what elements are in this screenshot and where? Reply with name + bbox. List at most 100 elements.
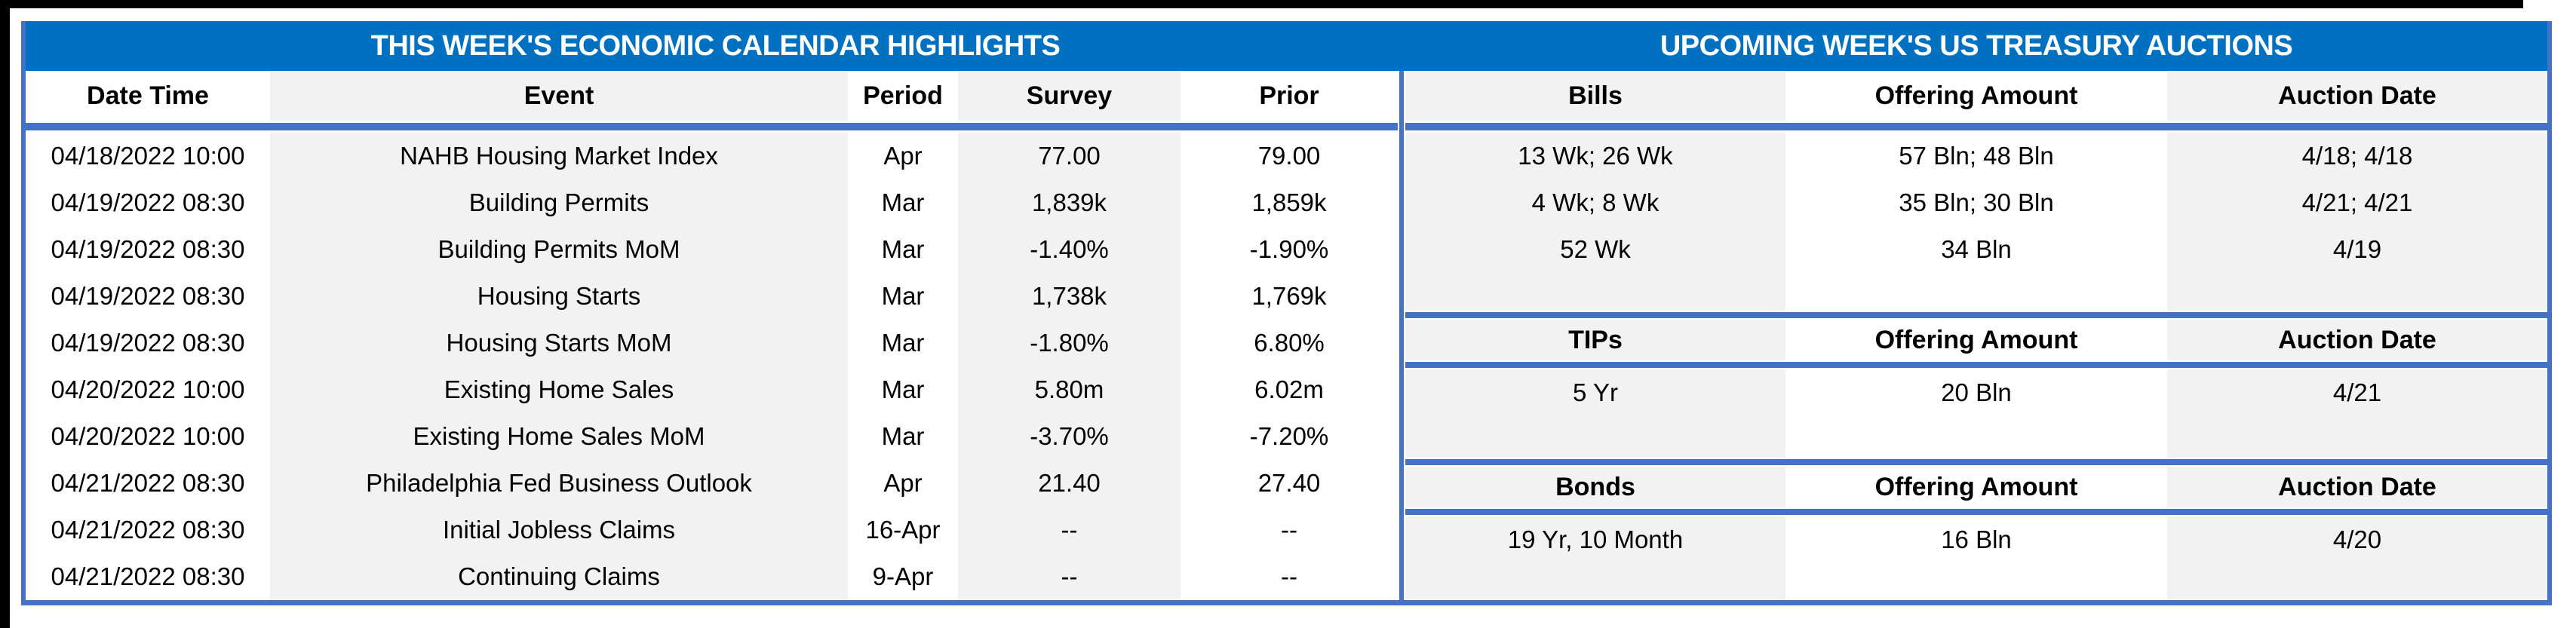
cell-event: Continuing Claims [270, 553, 848, 600]
calendar-rows: 04/18/2022 10:00 NAHB Housing Market Ind… [26, 133, 1398, 600]
cell-bills: 13 Wk; 26 Wk [1518, 142, 1673, 170]
cell-event: Building Permits [270, 179, 848, 226]
cell-survey: -1.40% [958, 226, 1181, 273]
col-header-period: Period [848, 71, 958, 121]
cell-date-time: 04/20/2022 10:00 [26, 413, 270, 460]
cell-tips: 5 Yr [1573, 378, 1618, 406]
black-frame-top [0, 0, 2523, 8]
cell-prior: 1,769k [1181, 273, 1398, 320]
offering-amount-column: 57 Bln; 48 Bln 35 Bln; 30 Bln 34 Bln [1785, 133, 2167, 311]
table-body: 04/18/2022 10:00 NAHB Housing Market Ind… [26, 133, 2547, 600]
col-header-bills: Bills [1405, 71, 1785, 121]
cell-survey: 77.00 [958, 133, 1181, 179]
cell-event: Initial Jobless Claims [270, 507, 848, 553]
cell-period: Mar [848, 366, 958, 413]
cell-survey: 5.80m [958, 366, 1181, 413]
cell-auction-date: 4/19 [2332, 235, 2382, 263]
offering-amount-column: 20 Bln [1785, 369, 2167, 458]
tips-block: 5 Yr 20 Bln 4/21 [1405, 369, 2547, 458]
black-frame-left [0, 0, 10, 628]
bills-column: 13 Wk; 26 Wk 4 Wk; 8 Wk 52 Wk [1405, 133, 1785, 311]
header-separator-line [26, 121, 2547, 133]
cell-offering-amount: 16 Bln [1941, 525, 2012, 553]
col-header-survey: Survey [958, 71, 1181, 121]
cell-auction-date: 4/20 [2332, 525, 2382, 553]
col-header-offering-amount: Offering Amount [1785, 71, 2167, 121]
cell-date-time: 04/19/2022 08:30 [26, 320, 270, 366]
cell-survey: -1.80% [958, 320, 1181, 366]
cell-event: Philadelphia Fed Business Outlook [270, 460, 848, 507]
cell-period: Mar [848, 179, 958, 226]
cell-auction-date: 4/18; 4/18 [2301, 142, 2413, 170]
col-header-offering-amount: Offering Amount [1785, 320, 2167, 360]
col-header-auction-date: Auction Date [2167, 320, 2547, 360]
auction-date-column: 4/20 [2167, 516, 2547, 600]
cell-period: Mar [848, 413, 958, 460]
cell-event: Housing Starts MoM [270, 320, 848, 366]
cell-period: Apr [848, 460, 958, 507]
cell-date-time: 04/21/2022 08:30 [26, 507, 270, 553]
cell-survey: 1,839k [958, 179, 1181, 226]
auction-date-column: 4/18; 4/18 4/21; 4/21 4/19 [2167, 133, 2547, 311]
col-header-event: Event [270, 71, 848, 121]
cell-survey: -- [958, 507, 1181, 553]
cell-prior: 27.40 [1181, 460, 1398, 507]
cell-survey: 1,738k [958, 273, 1181, 320]
cell-prior: 1,859k [1181, 179, 1398, 226]
cell-prior: 6.80% [1181, 320, 1398, 366]
col-header-date-time: Date Time [26, 71, 270, 121]
cell-survey: -- [958, 553, 1181, 600]
col-header-prior: Prior [1181, 71, 1398, 121]
col-header-bonds: Bonds [1405, 467, 1785, 507]
cell-date-time: 04/20/2022 10:00 [26, 366, 270, 413]
cell-survey: 21.40 [958, 460, 1181, 507]
col-header-offering-amount: Offering Amount [1785, 467, 2167, 507]
cell-event: Existing Home Sales [270, 366, 848, 413]
cell-offering-amount: 57 Bln; 48 Bln [1899, 142, 2054, 170]
cell-auction-date: 4/21 [2332, 378, 2382, 406]
bonds-column: 19 Yr, 10 Month [1405, 516, 1785, 600]
cell-offering-amount: 20 Bln [1941, 378, 2012, 406]
bills-block: 13 Wk; 26 Wk 4 Wk; 8 Wk 52 Wk 57 Bln; 48… [1405, 133, 2547, 311]
cell-date-time: 04/19/2022 08:30 [26, 226, 270, 273]
tips-separator-line [1405, 311, 2547, 320]
tips-separator-line [1405, 360, 2547, 369]
cell-period: 9-Apr [848, 553, 958, 600]
auctions-title: UPCOMING WEEK'S US TREASURY AUCTIONS [1660, 29, 2293, 62]
cell-bills: 52 Wk [1560, 235, 1631, 263]
cell-prior: -- [1181, 553, 1398, 600]
auctions-section: 13 Wk; 26 Wk 4 Wk; 8 Wk 52 Wk 57 Bln; 48… [1405, 133, 2547, 600]
title-band: THIS WEEK'S ECONOMIC CALENDAR HIGHLIGHTS… [26, 21, 2547, 71]
bonds-block: 19 Yr, 10 Month 16 Bln 4/20 [1405, 516, 2547, 600]
cell-event: Existing Home Sales MoM [270, 413, 848, 460]
cell-period: Mar [848, 226, 958, 273]
cell-date-time: 04/18/2022 10:00 [26, 133, 270, 179]
cell-prior: -7.20% [1181, 413, 1398, 460]
cell-event: Building Permits MoM [270, 226, 848, 273]
cell-event: NAHB Housing Market Index [270, 133, 848, 179]
cell-prior: -- [1181, 507, 1398, 553]
section-divider-line [1398, 71, 1405, 600]
auction-date-column: 4/21 [2167, 369, 2547, 458]
col-header-auction-date: Auction Date [2167, 71, 2547, 121]
cell-date-time: 04/21/2022 08:30 [26, 553, 270, 600]
cell-period: 16-Apr [848, 507, 958, 553]
economic-report-table: THIS WEEK'S ECONOMIC CALENDAR HIGHLIGHTS… [21, 21, 2552, 605]
calendar-title: THIS WEEK'S ECONOMIC CALENDAR HIGHLIGHTS [370, 29, 1061, 62]
cell-prior: 6.02m [1181, 366, 1398, 413]
cell-bills: 4 Wk; 8 Wk [1531, 188, 1660, 216]
tips-header-row: TIPs Offering Amount Auction Date [1405, 320, 2547, 360]
cell-bonds: 19 Yr, 10 Month [1507, 525, 1684, 553]
bonds-separator-line [1405, 507, 2547, 516]
tips-column: 5 Yr [1405, 369, 1785, 458]
bonds-separator-line [1405, 458, 2547, 467]
cell-prior: 79.00 [1181, 133, 1398, 179]
col-header-tips: TIPs [1405, 320, 1785, 360]
cell-period: Mar [848, 320, 958, 366]
cell-survey: -3.70% [958, 413, 1181, 460]
bonds-header-row: Bonds Offering Amount Auction Date [1405, 467, 2547, 507]
cell-date-time: 04/21/2022 08:30 [26, 460, 270, 507]
cell-period: Mar [848, 273, 958, 320]
cell-date-time: 04/19/2022 08:30 [26, 179, 270, 226]
